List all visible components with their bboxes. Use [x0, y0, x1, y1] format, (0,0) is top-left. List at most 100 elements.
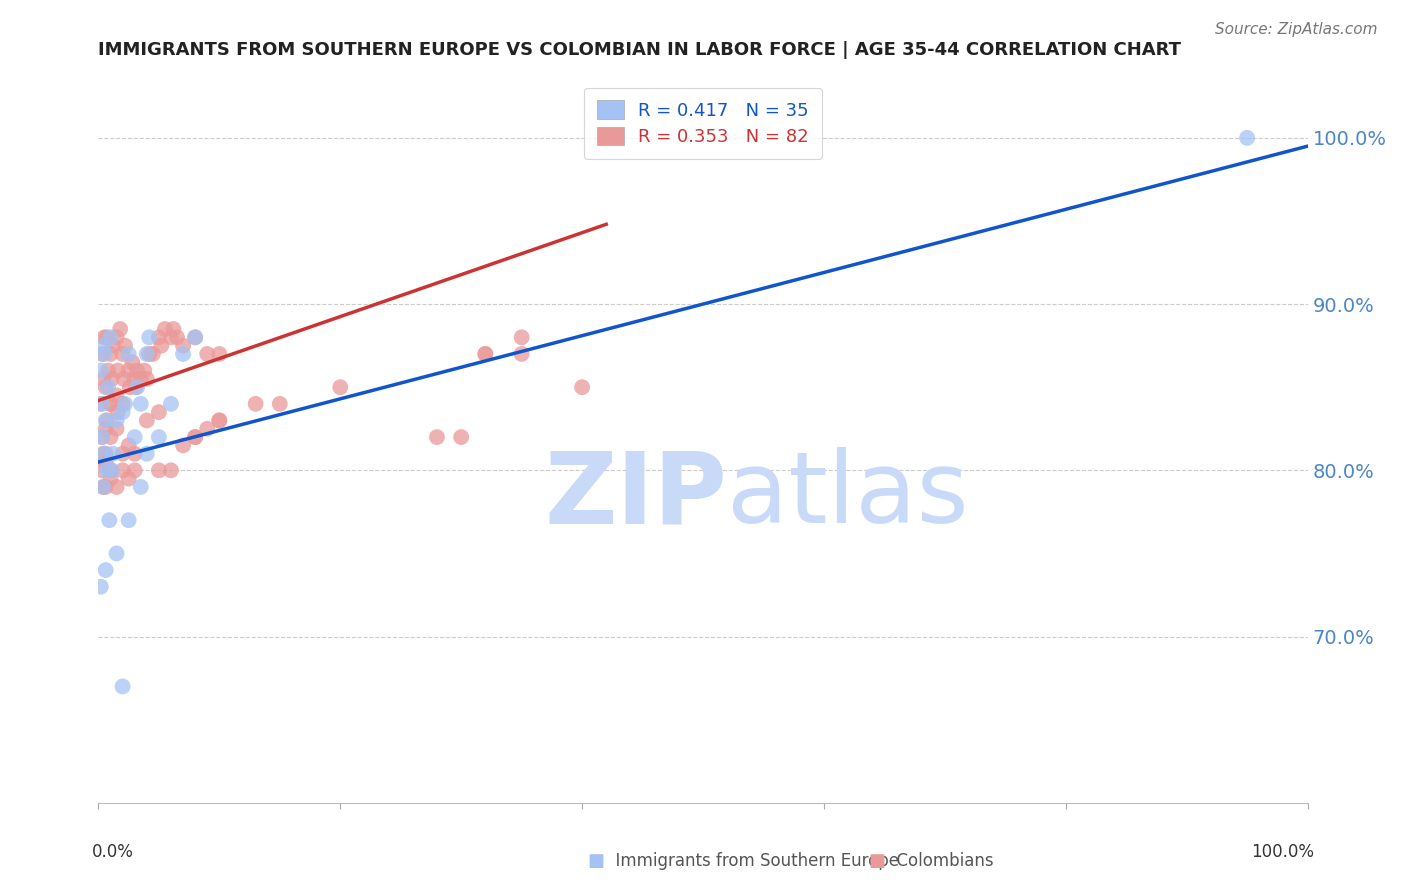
Point — [195, 347, 218, 361]
Point — [474, 347, 496, 361]
Point — [129, 372, 152, 386]
Point — [93, 447, 115, 461]
Point — [125, 380, 148, 394]
Point — [150, 339, 173, 353]
Point — [100, 347, 122, 361]
Point — [91, 372, 114, 386]
Point — [1236, 131, 1258, 145]
Point — [135, 413, 157, 427]
Point — [114, 339, 136, 353]
Point — [98, 513, 121, 527]
Point — [94, 413, 117, 427]
Point — [510, 330, 533, 344]
Point — [105, 422, 128, 436]
Point — [94, 455, 117, 469]
Point — [184, 430, 207, 444]
Point — [172, 438, 194, 452]
Point — [142, 347, 165, 361]
Point — [107, 363, 129, 377]
Point — [114, 397, 136, 411]
Point — [124, 430, 146, 444]
Point — [90, 580, 112, 594]
Point — [172, 339, 194, 353]
Text: ■: ■ — [588, 852, 605, 870]
Point — [135, 372, 157, 386]
Point — [100, 430, 122, 444]
Point — [118, 380, 141, 394]
Point — [91, 347, 114, 361]
Point — [112, 372, 135, 386]
Point — [93, 330, 115, 344]
Point — [101, 447, 124, 461]
Point — [510, 347, 533, 361]
Point — [184, 330, 207, 344]
Point — [135, 347, 157, 361]
Point — [94, 480, 117, 494]
Point — [118, 472, 141, 486]
Point — [134, 363, 156, 377]
Point — [111, 347, 134, 361]
Point — [124, 372, 146, 386]
Point — [105, 330, 128, 344]
Point — [100, 397, 122, 411]
Point — [90, 397, 112, 411]
Text: Source: ZipAtlas.com: Source: ZipAtlas.com — [1215, 22, 1378, 37]
Point — [94, 380, 117, 394]
Text: atlas: atlas — [727, 447, 969, 544]
Point — [93, 347, 115, 361]
Point — [100, 372, 122, 386]
Point — [135, 447, 157, 461]
Point — [97, 380, 120, 394]
Point — [91, 447, 114, 461]
Point — [94, 422, 117, 436]
Point — [208, 347, 231, 361]
Point — [166, 330, 188, 344]
Point — [91, 430, 114, 444]
Point — [111, 463, 134, 477]
Point — [100, 330, 122, 344]
Point — [129, 397, 152, 411]
Text: ZIP: ZIP — [544, 447, 727, 544]
Point — [94, 447, 117, 461]
Point — [426, 430, 449, 444]
Point — [195, 422, 218, 436]
Legend: R = 0.417   N = 35, R = 0.353   N = 82: R = 0.417 N = 35, R = 0.353 N = 82 — [585, 87, 821, 159]
Point — [160, 330, 183, 344]
Point — [127, 380, 149, 394]
Point — [100, 472, 122, 486]
Point — [100, 463, 122, 477]
Point — [172, 347, 194, 361]
Point — [148, 463, 170, 477]
Point — [153, 322, 176, 336]
Point — [111, 397, 134, 411]
Point — [329, 380, 352, 394]
Point — [160, 463, 183, 477]
Point — [96, 413, 118, 427]
Point — [91, 397, 114, 411]
Point — [111, 405, 134, 419]
Point — [108, 322, 131, 336]
Point — [571, 380, 593, 394]
Point — [91, 339, 114, 353]
Point — [96, 330, 118, 344]
Point — [111, 680, 134, 694]
Point — [208, 413, 231, 427]
Point — [269, 397, 291, 411]
Point — [148, 330, 170, 344]
Point — [118, 347, 141, 361]
Point — [111, 447, 134, 461]
Point — [162, 322, 184, 336]
Text: Colombians: Colombians — [886, 852, 994, 870]
Point — [148, 405, 170, 419]
Point — [91, 463, 114, 477]
Point — [184, 430, 207, 444]
Point — [450, 430, 472, 444]
Point — [124, 463, 146, 477]
Text: ■: ■ — [869, 852, 886, 870]
Text: IMMIGRANTS FROM SOUTHERN EUROPE VS COLOMBIAN IN LABOR FORCE | AGE 35-44 CORRELAT: IMMIGRANTS FROM SOUTHERN EUROPE VS COLOM… — [98, 41, 1181, 59]
Point — [97, 363, 120, 377]
Point — [101, 339, 124, 353]
Point — [148, 430, 170, 444]
Text: 0.0%: 0.0% — [91, 843, 134, 861]
Point — [105, 480, 128, 494]
